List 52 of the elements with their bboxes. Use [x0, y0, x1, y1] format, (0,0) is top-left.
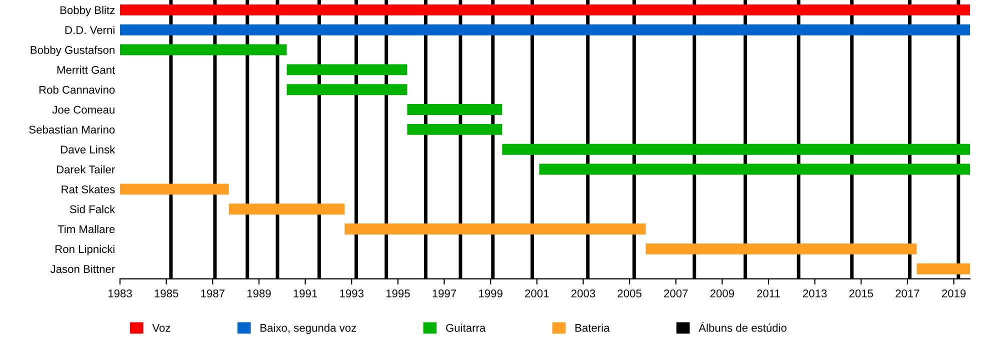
- y-tick-label: D.D. Verni: [65, 26, 114, 34]
- x-tick-label: 1993: [340, 290, 364, 298]
- x-tick-label: 1989: [247, 290, 271, 298]
- bar: [286, 84, 408, 96]
- x-tick-label: 2019: [942, 290, 966, 298]
- legend-label: Álbuns de estúdio: [698, 322, 786, 332]
- x-tick-label: 2005: [618, 290, 642, 298]
- legend-label: Bateria: [575, 324, 610, 332]
- bar: [286, 64, 408, 76]
- x-tick-label: 2003: [571, 290, 596, 298]
- x-tick-label: 1995: [386, 290, 410, 298]
- y-tick-label: Tim Mallare: [58, 224, 115, 234]
- x-tick-label: 2017: [896, 290, 920, 298]
- x-tick-label: 1987: [201, 290, 224, 298]
- x-tick-label: 2015: [849, 290, 874, 298]
- y-tick-label: Rob Cannavino: [39, 86, 115, 94]
- x-tick-label: 2013: [803, 290, 827, 298]
- y-tick-label: Bobby Blitz: [60, 6, 115, 16]
- bar: [344, 224, 646, 234]
- y-tick-label: Rat Skates: [62, 185, 115, 194]
- bar: [120, 24, 970, 36]
- y-tick-label: Merritt Gant: [57, 66, 116, 74]
- x-tick-label: 2007: [664, 290, 688, 298]
- y-tick-label: Sebastian Marino: [29, 125, 115, 134]
- bar: [228, 204, 345, 215]
- legend-label: Baixo, segunda voz: [260, 324, 356, 334]
- x-tick-label: 2009: [710, 290, 734, 298]
- x-tick-label: 1983: [108, 290, 132, 298]
- bar: [120, 44, 287, 56]
- y-tick-label: Ron Lipnicki: [56, 244, 114, 256]
- legend-label: Guitarra: [446, 324, 486, 332]
- legend-label: Voz: [152, 324, 170, 332]
- bar: [120, 184, 229, 195]
- x-tick-label: 1985: [154, 290, 178, 298]
- bar: [502, 144, 970, 155]
- bar: [120, 4, 970, 16]
- bar: [407, 124, 502, 135]
- bar: [539, 164, 970, 175]
- y-tick-label: Sid Falck: [70, 205, 116, 214]
- x-tick-label: 2011: [757, 290, 780, 298]
- bar: [916, 263, 970, 274]
- bar: [407, 104, 502, 116]
- x-tick-label: 1999: [479, 290, 502, 298]
- x-tick-label: 2001: [525, 290, 549, 298]
- y-tick-label: Joe Comeau: [52, 106, 114, 114]
- y-tick-label: Darek Tailer: [56, 165, 115, 174]
- x-tick-label: 1991: [294, 290, 318, 298]
- bar: [646, 243, 917, 254]
- y-tick-label: Dave Linsk: [61, 145, 116, 154]
- y-tick-label: Jason Bittner: [50, 264, 115, 273]
- x-tick-label: 1997: [432, 290, 456, 298]
- y-tick-label: Bobby Gustafson: [30, 46, 114, 56]
